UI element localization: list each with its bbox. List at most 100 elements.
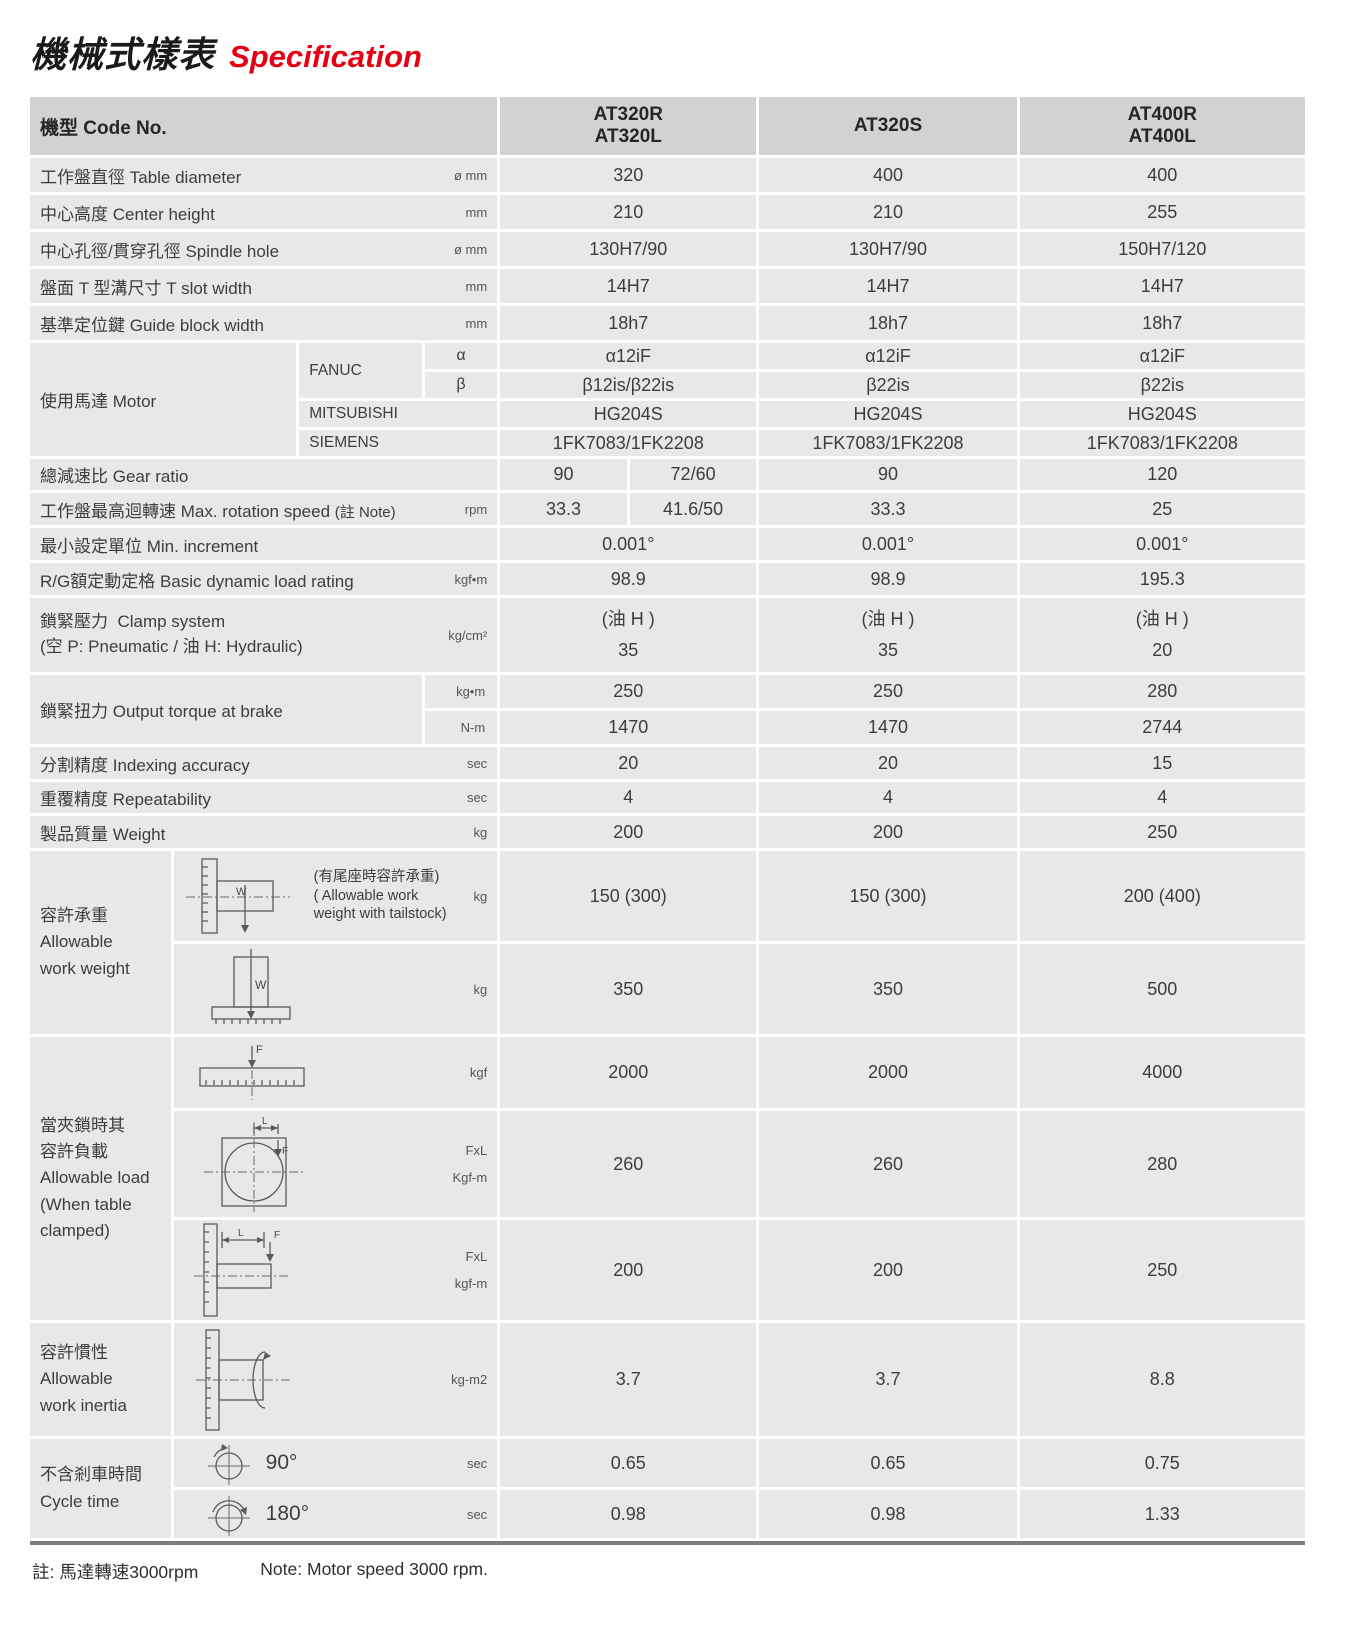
page-title: 機械式樣表 Specification (30, 26, 1347, 78)
cell-value: 0.98 (759, 1490, 1017, 1538)
cell-value: 1.33 (1019, 1490, 1305, 1538)
svg-text:F: F (256, 1044, 263, 1056)
row-indexing-accuracy: 分割精度 Indexing accuracy sec 20 20 15 (30, 747, 1305, 779)
cell-value: 210 (759, 195, 1017, 229)
cell-value: 90 (500, 459, 627, 490)
cell-value: 210 (500, 195, 757, 229)
cell-value: α12iF (1019, 343, 1305, 369)
vertical-work-weight-diagram-icon: W (211, 949, 291, 1024)
cell-value: 2000 (500, 1037, 757, 1108)
svg-text:W: W (255, 978, 267, 992)
row-clamp-system: 鎖緊壓力 Clamp system (空 P: Pneumatic / 油 H:… (30, 598, 1305, 672)
row-label: 盤面 T 型溝尺寸 T slot width (40, 278, 252, 298)
cell-value: 14H7 (759, 269, 1017, 303)
svg-text:F: F (274, 1230, 280, 1241)
row-label: 工作盤最高迴轉速 Max. rotation speed (註 Note) (40, 501, 396, 521)
cell-value: 41.6/50 (629, 493, 757, 525)
motor-brand-fanuc: FANUC (299, 343, 422, 398)
row-unit: mm (465, 315, 488, 331)
cell-value: 33.3 (500, 493, 627, 525)
cell-value: HG204S (1019, 401, 1305, 427)
page-title-en: Specification (229, 39, 422, 74)
cell-value: β22is (759, 372, 1017, 398)
cell-value: 1470 (500, 711, 757, 744)
svg-text:L: L (238, 1228, 244, 1239)
cell-value: HG204S (759, 401, 1017, 427)
row-unit: kgf•m (454, 571, 488, 587)
cell-value: (油 H ) 35 (759, 598, 1017, 672)
row-t-slot-width: 盤面 T 型溝尺寸 T slot width mm 14H7 14H7 14H7 (30, 269, 1305, 303)
cell-value: 14H7 (1019, 269, 1305, 303)
motor-alpha-symbol: α (424, 343, 498, 369)
cell-value: 33.3 (759, 493, 1017, 525)
row-allowable-load-thrust: 當夾鎖時其 容許負載 Allowable load (When table clamp… (30, 1037, 1305, 1320)
row-unit: sec (466, 790, 488, 805)
cell-value: 280 (1019, 675, 1305, 708)
footnote-en: Note: Motor speed 3000 rpm. (260, 1559, 488, 1579)
cell-value: 255 (1019, 195, 1305, 229)
row-motor-siemens: SIEMENS 1FK7083/1FK2208 1FK7083/1FK2208 … (30, 430, 1305, 456)
row-unit: sec (466, 755, 488, 771)
cell-value: 120 (1019, 459, 1305, 490)
motor-beta-symbol: β (424, 372, 498, 398)
cell-value: 250 (1019, 816, 1305, 848)
cell-value: 200 (759, 816, 1017, 848)
row-unit: kg/cm² (448, 627, 488, 643)
cell-value: 0.001° (759, 528, 1017, 560)
cell-value: 0.001° (1019, 528, 1305, 560)
cell-value: 130H7/90 (759, 232, 1017, 266)
cell-value: 0.98 (500, 1490, 757, 1538)
cell-value: 2744 (1019, 711, 1305, 744)
row-center-height: 中心高度 Center height mm 210 210 255 (30, 195, 1305, 229)
svg-text:W: W (236, 886, 247, 898)
row-unit: rpm (464, 501, 488, 517)
cell-value: 280 (1019, 1111, 1305, 1217)
specification-table: 機型 Code No. AT320R AT320L AT320S AT400R … (27, 94, 1308, 1541)
cell-value: 400 (759, 158, 1017, 192)
cell-value: 0.65 (500, 1439, 757, 1487)
cell-value: 0.65 (759, 1439, 1017, 1487)
row-cycle-time-90: 不含剎車時間 Cycle time 90° sec 0.65 0.65 0.75 (30, 1439, 1305, 1538)
cell-value: (油 H ) 20 (1019, 598, 1305, 672)
row-label: 中心高度 Center height (40, 204, 215, 224)
section-label-allowable-work-weight: 容許承重 Allowable work weight (30, 851, 171, 1034)
row-unit: kgf (469, 1065, 488, 1080)
cell-value: α12iF (759, 343, 1017, 369)
cell-value: 1470 (759, 711, 1017, 744)
row-unit: sec (466, 1506, 488, 1522)
cell-value: 200 (500, 816, 757, 848)
cell-value: 320 (500, 158, 757, 192)
cell-value: 350 (500, 944, 757, 1034)
row-repeatability: 重覆精度 Repeatability sec 4 4 4 (30, 782, 1305, 813)
cell-value: 200 (500, 1220, 757, 1320)
rotate-90-icon (207, 1444, 250, 1485)
row-unit: kg•m (424, 675, 498, 708)
row-label: 工作盤直徑 Table diameter (40, 167, 242, 187)
svg-text:F: F (282, 1146, 288, 1157)
cell-value: 250 (1019, 1220, 1305, 1320)
cell-value: 200 (759, 1220, 1017, 1320)
cell-value: 195.3 (1019, 563, 1305, 595)
row-unit: kg-m2 (451, 1372, 488, 1387)
row-unit: sec (466, 1455, 488, 1471)
footnote: 註: 馬達轉速3000rpm Note: Motor speed 3000 rp… (32, 1559, 1347, 1584)
svg-text:L: L (262, 1116, 268, 1127)
cell-value: 150 (300) (500, 851, 757, 941)
row-motor-mitsubishi: MITSUBISHI HG204S HG204S HG204S (30, 401, 1305, 427)
tailstock-load-diagram-icon: W (185, 858, 290, 934)
cell-value: 150H7/120 (1019, 232, 1305, 266)
cell-value: 72/60 (629, 459, 757, 490)
cell-value: β22is (1019, 372, 1305, 398)
cell-value: 20 (759, 747, 1017, 779)
motor-label: 使用馬達 Motor (30, 343, 297, 456)
row-table-diameter: 工作盤直徑 Table diameter ø mm 320 400 400 (30, 158, 1305, 192)
row-label: 基準定位鍵 Guide block width (40, 315, 264, 335)
row-unit: FxL kgf-m (454, 1248, 488, 1291)
row-label: 鎖緊扭力 Output torque at brake (30, 675, 422, 744)
row-weight: 製品質量 Weight kg 200 200 250 (30, 816, 1305, 848)
cell-value: 500 (1019, 944, 1305, 1034)
cell-value: β12is/β22is (500, 372, 757, 398)
cell-value: 0.75 (1019, 1439, 1305, 1487)
work-inertia-diagram-icon (195, 1328, 292, 1431)
